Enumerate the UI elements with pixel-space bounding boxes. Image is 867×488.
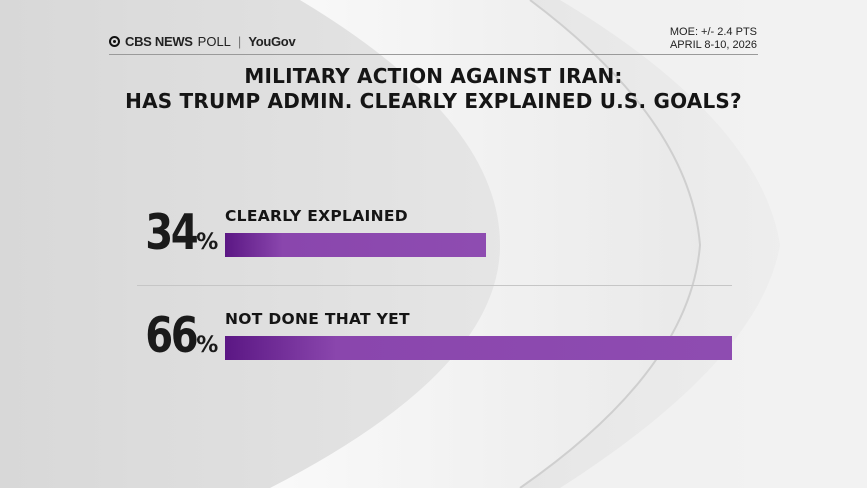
bar-label: NOT DONE THAT YET [225, 310, 410, 328]
partner-name: YouGov [248, 34, 296, 49]
bar-label: CLEARLY EXPLAINED [225, 207, 408, 225]
poll-meta: MOE: +/- 2.4 PTS APRIL 8-10, 2026 [670, 26, 757, 52]
chart-title: MILITARY ACTION AGAINST IRAN: HAS TRUMP … [60, 64, 807, 114]
chart-title-line-1: MILITARY ACTION AGAINST IRAN: [244, 64, 623, 88]
cbs-eye-icon [109, 36, 120, 47]
bar [225, 336, 732, 360]
poll-dates: APRIL 8-10, 2026 [669, 39, 757, 51]
bar [225, 233, 486, 257]
row-divider [137, 285, 732, 286]
cbs-news-poll-logo: CBS NEWS POLL | YouGov [109, 34, 296, 49]
margin-of-error: MOE: +/- 2.4 PTS [669, 26, 757, 38]
percent-value: 66% [145, 307, 219, 364]
brand-separator: | [237, 34, 242, 49]
chart-title-line-2: HAS TRUMP ADMIN. CLEARLY EXPLAINED U.S. … [125, 89, 742, 113]
brand-poll: POLL [197, 34, 231, 49]
brand-name: CBS NEWS [125, 34, 193, 49]
header-rule [109, 54, 758, 55]
percent-value: 34% [145, 204, 219, 261]
